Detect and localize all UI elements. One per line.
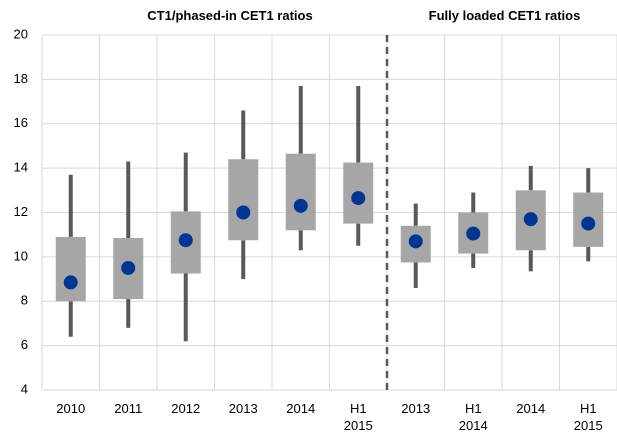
x-tick-label: 2012 <box>171 401 201 416</box>
box <box>55 236 86 302</box>
group-title: CT1/phased-in CET1 ratios <box>147 8 313 23</box>
y-tick-label: 20 <box>14 26 28 41</box>
x-tick-label: H1 2014 <box>458 401 488 433</box>
y-tick-label: 10 <box>14 248 28 263</box>
y-tick-label: 4 <box>21 381 28 396</box>
x-tick-label: 2014 <box>286 401 316 416</box>
y-tick-label: 18 <box>14 71 28 86</box>
group-title: Fully loaded CET1 ratios <box>428 8 581 23</box>
x-tick-label: 2013 <box>401 401 431 416</box>
x-tick-label: H1 2015 <box>573 401 603 433</box>
y-tick-label: 12 <box>14 204 28 219</box>
dot <box>236 205 251 220</box>
y-tick-label: 16 <box>14 115 28 130</box>
x-tick-label: 2013 <box>228 401 258 416</box>
dot <box>581 216 596 231</box>
dot <box>466 226 481 241</box>
y-tick-label: 6 <box>21 337 28 352</box>
y-tick-label: 14 <box>14 160 28 175</box>
dot <box>523 212 538 227</box>
dot <box>293 198 308 213</box>
box <box>228 159 259 241</box>
dot <box>121 260 136 275</box>
dot <box>178 233 193 248</box>
x-tick-label: 2014 <box>516 401 546 416</box>
dot <box>408 234 423 249</box>
x-tick-label: H1 2015 <box>343 401 373 433</box>
x-tick-label: 2011 <box>114 401 143 416</box>
box <box>285 153 316 231</box>
dot <box>63 275 78 290</box>
y-tick-label: 8 <box>21 293 28 308</box>
x-tick-label: 2010 <box>56 401 86 416</box>
dot <box>351 191 366 206</box>
